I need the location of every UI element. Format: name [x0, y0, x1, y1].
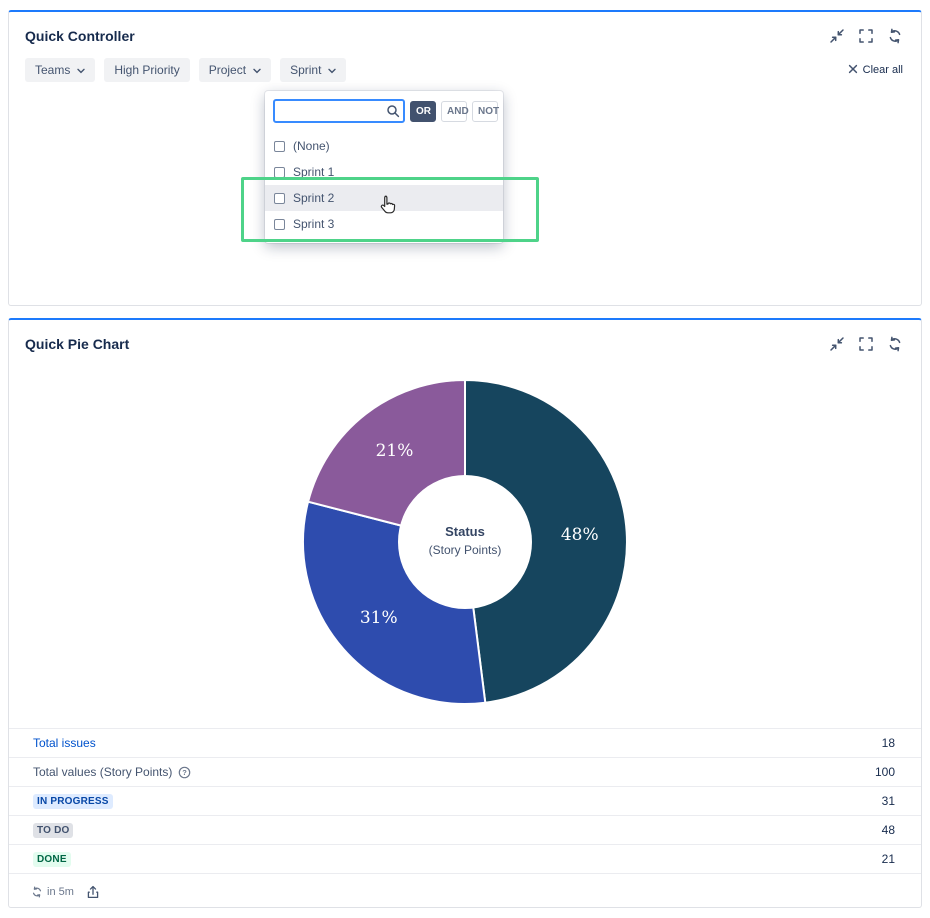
- chevron-down-icon: [253, 63, 261, 77]
- refresh-icon[interactable]: [887, 336, 903, 352]
- filter-button-high-priority[interactable]: High Priority: [104, 58, 190, 82]
- option-none[interactable]: (None): [265, 133, 503, 159]
- option-label: Sprint 2: [293, 191, 335, 205]
- stats-table: Total issues 18 Total values (Story Poin…: [9, 728, 921, 874]
- stat-row-total-values: Total values (Story Points) ? 100: [9, 758, 921, 787]
- slice-percent-label: 48%: [561, 525, 599, 545]
- operator-and-button[interactable]: AND: [441, 100, 469, 122]
- slice-percent-label: 21%: [376, 441, 414, 461]
- auto-refresh-indicator: in 5m: [31, 886, 74, 898]
- export-icon[interactable]: [86, 885, 100, 899]
- page-title: Quick Controller: [25, 28, 135, 44]
- sprint-dropdown: OR AND NOT (None) Sprint 1 Sprint 2: [265, 91, 503, 243]
- chart-area: 48% 31% 21% Status (Story Points): [9, 372, 921, 712]
- refresh-icon[interactable]: [887, 28, 903, 44]
- dropdown-options: (None) Sprint 1 Sprint 2 Sprint 3: [265, 133, 503, 237]
- expand-icon[interactable]: [858, 336, 874, 352]
- refresh-small-icon: [31, 886, 43, 898]
- help-icon[interactable]: ?: [178, 766, 191, 779]
- donut-hole: [398, 475, 532, 609]
- slice-percent-label: 31%: [360, 608, 398, 628]
- stat-value: 100: [874, 765, 895, 779]
- panel-header: Quick Pie Chart: [9, 320, 921, 352]
- chevron-down-icon: [77, 63, 86, 77]
- checkbox[interactable]: [274, 192, 285, 204]
- stat-row-to-do: TO DO 48: [9, 816, 921, 845]
- page-title: Quick Pie Chart: [25, 336, 130, 352]
- clear-all-button[interactable]: Clear all: [848, 64, 903, 77]
- panel-actions: [829, 336, 903, 352]
- option-label: (None): [293, 139, 330, 153]
- filter-label: Sprint: [290, 63, 322, 77]
- stat-value: 21: [881, 852, 895, 866]
- filter-button-sprint[interactable]: Sprint: [280, 58, 347, 82]
- total-issues-link[interactable]: Total issues: [33, 736, 96, 750]
- chevron-down-icon: [328, 63, 337, 77]
- status-badge-to-do: TO DO: [33, 822, 74, 838]
- filter-label: High Priority: [114, 63, 180, 77]
- stat-value: 31: [881, 794, 895, 808]
- collapse-icon[interactable]: [829, 28, 845, 44]
- checkbox[interactable]: [274, 140, 285, 152]
- panel-actions: [829, 28, 903, 44]
- expand-icon[interactable]: [858, 28, 874, 44]
- panel-header: Quick Controller: [9, 12, 921, 44]
- stat-value: 18: [881, 736, 895, 750]
- stat-row-done: DONE 21: [9, 845, 921, 874]
- checkbox[interactable]: [274, 166, 285, 178]
- gadget-footer: in 5m: [9, 874, 921, 899]
- svg-text:?: ?: [183, 768, 188, 777]
- search-wrap: [273, 99, 405, 123]
- filter-row: Teams High Priority Project Sprint Clear…: [9, 44, 921, 82]
- quick-controller-panel: Quick Controller Teams High Priority: [8, 10, 922, 306]
- filter-button-project[interactable]: Project: [198, 58, 272, 82]
- option-label: Sprint 1: [293, 165, 335, 179]
- operator-not-button[interactable]: NOT: [472, 100, 499, 122]
- option-sprint-1[interactable]: Sprint 1: [265, 159, 503, 185]
- clear-all-label: Clear all: [862, 64, 903, 76]
- filter-button-teams[interactable]: Teams: [25, 58, 96, 82]
- filter-label: Project: [208, 63, 247, 77]
- stat-row-total-issues: Total issues 18: [9, 729, 921, 758]
- donut-center-subtitle: (Story Points): [429, 543, 502, 557]
- checkbox[interactable]: [274, 218, 285, 230]
- option-label: Sprint 3: [293, 217, 335, 231]
- filter-label: Teams: [35, 63, 71, 77]
- search-input[interactable]: [273, 99, 405, 123]
- donut-center-title: Status: [445, 524, 485, 539]
- status-badge-done: DONE: [33, 851, 71, 867]
- quick-pie-chart-panel: Quick Pie Chart 48% 31% 21% Status (Story Po…: [8, 318, 922, 908]
- status-badge-in-progress: IN PROGRESS: [33, 793, 113, 809]
- option-sprint-3[interactable]: Sprint 3: [265, 211, 503, 237]
- stat-row-in-progress: IN PROGRESS 31: [9, 787, 921, 816]
- operator-or-button[interactable]: OR: [410, 100, 436, 122]
- total-values-label: Total values (Story Points): [33, 765, 173, 779]
- dropdown-controls: OR AND NOT: [265, 99, 503, 123]
- pie-slice-to-do[interactable]: [464, 379, 628, 704]
- refresh-countdown-label: in 5m: [47, 886, 74, 898]
- option-sprint-2[interactable]: Sprint 2: [265, 185, 503, 211]
- donut-chart[interactable]: 48% 31% 21% Status (Story Points): [295, 372, 635, 712]
- stat-value: 48: [881, 823, 895, 837]
- clear-x-icon: [848, 64, 858, 77]
- collapse-icon[interactable]: [829, 336, 845, 352]
